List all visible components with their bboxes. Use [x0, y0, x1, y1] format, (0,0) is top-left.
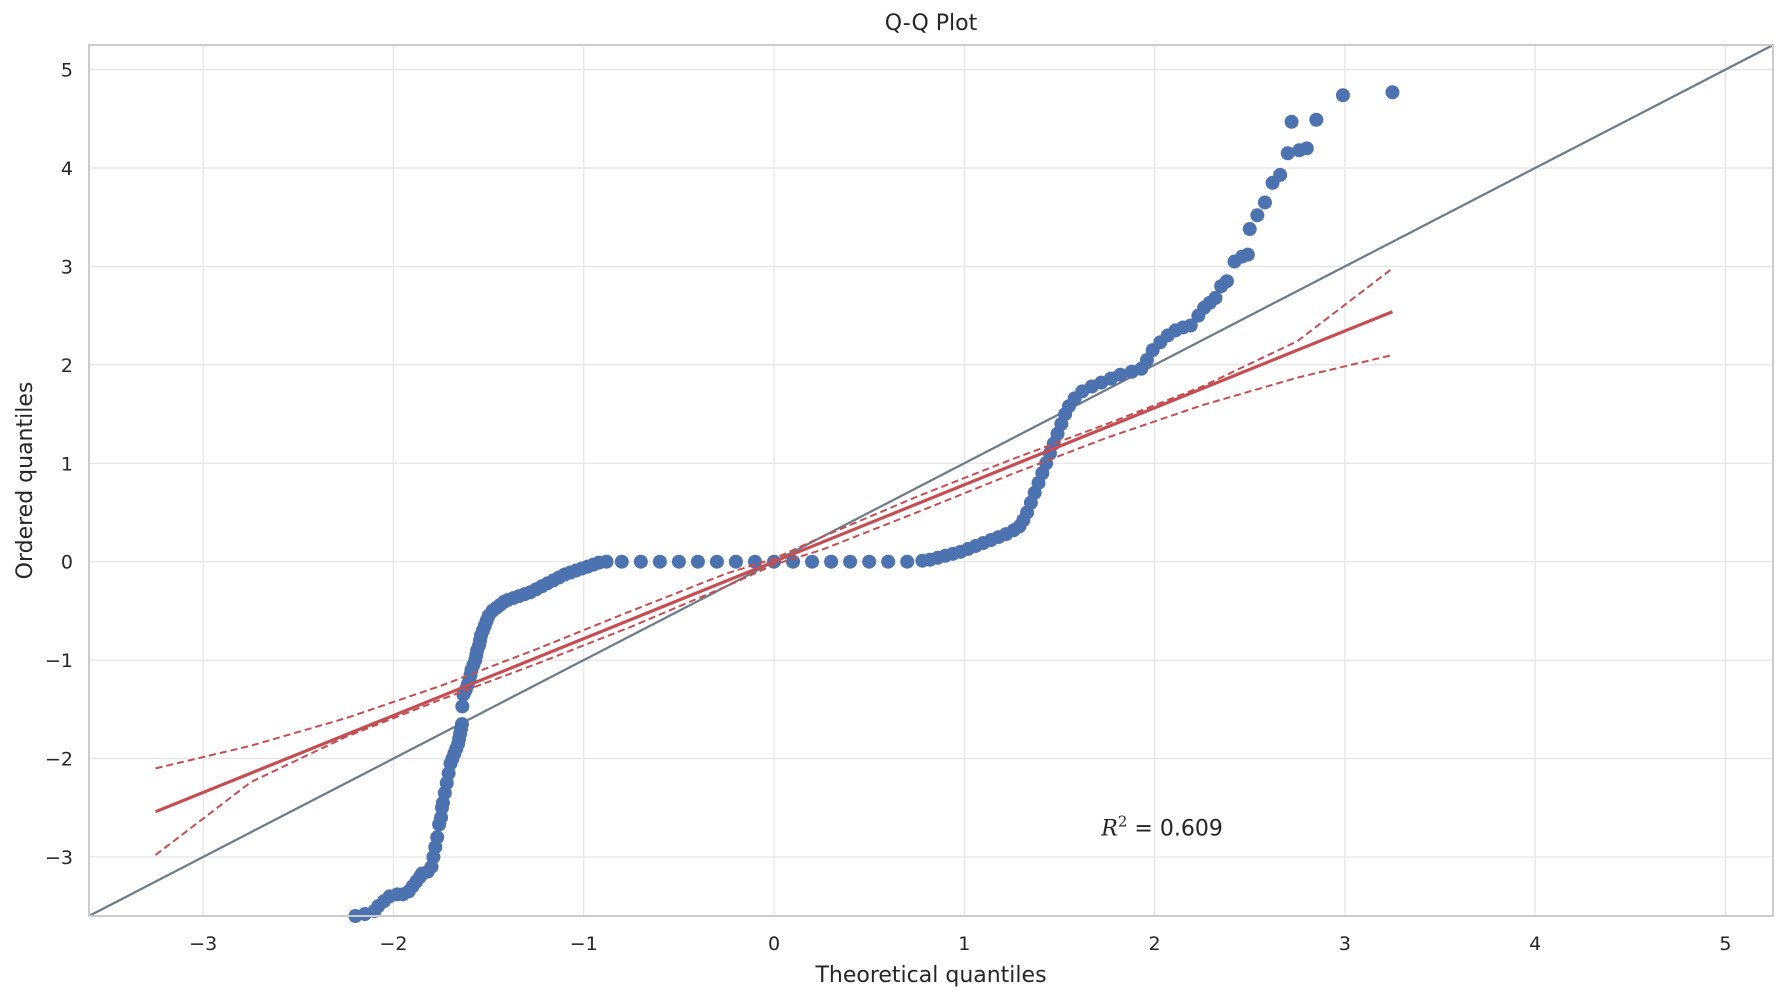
data-point — [843, 554, 858, 569]
data-point — [1240, 247, 1255, 262]
data-point — [633, 554, 648, 569]
y-tick-label: 1 — [61, 453, 73, 475]
y-tick-label: 2 — [61, 355, 73, 377]
data-point — [1284, 114, 1299, 129]
data-point — [824, 554, 839, 569]
y-tick-label: −3 — [45, 847, 73, 869]
x-axis-label: Theoretical quantiles — [814, 963, 1046, 988]
data-point — [709, 554, 724, 569]
y-tick-label: −1 — [45, 650, 73, 672]
data-point — [1299, 141, 1314, 156]
data-point — [1113, 367, 1128, 382]
data-point — [1385, 85, 1400, 100]
data-point — [1257, 195, 1272, 210]
data-point — [1242, 222, 1257, 237]
data-point — [1208, 290, 1223, 305]
data-point — [805, 554, 820, 569]
x-tick-label: −3 — [189, 933, 217, 955]
data-point — [1335, 88, 1350, 103]
x-tick-label: 5 — [1719, 933, 1731, 955]
x-gridlines — [202, 45, 1727, 916]
data-point — [1309, 112, 1324, 127]
data-point — [454, 717, 469, 732]
reference-line — [88, 44, 1774, 917]
y-tick-label: 5 — [61, 60, 73, 82]
x-tick-label: 2 — [1149, 933, 1161, 955]
data-point — [671, 554, 686, 569]
y-tick-label: 0 — [61, 552, 73, 574]
chart-title: Q-Q Plot — [885, 11, 978, 36]
y-tick-label: 4 — [61, 158, 73, 180]
r-squared-value: = 0.609 — [1127, 816, 1222, 841]
data-point — [599, 554, 614, 569]
x-tick-label: −1 — [570, 933, 598, 955]
data-point — [862, 554, 877, 569]
data-point — [1273, 167, 1288, 182]
data-point — [430, 830, 445, 845]
data-point — [881, 554, 896, 569]
data-point — [1280, 146, 1295, 161]
x-tick-labels: −3 −2 −1 0 1 2 3 4 5 — [189, 933, 1731, 955]
axes-frame — [88, 44, 1774, 917]
plot-series — [88, 44, 1774, 923]
x-tick-label: 3 — [1339, 933, 1351, 955]
x-tick-label: 0 — [768, 933, 780, 955]
r-squared-exponent: 2 — [1118, 812, 1128, 830]
x-tick-label: −2 — [379, 933, 407, 955]
data-point — [1219, 274, 1234, 289]
data-point — [728, 554, 743, 569]
x-tick-label: 4 — [1529, 933, 1541, 955]
y-axis-label: Ordered quantiles — [13, 382, 38, 580]
data-point — [690, 554, 705, 569]
confidence-band-lower — [154, 354, 1393, 856]
data-point — [900, 554, 915, 569]
data-point — [1250, 208, 1265, 223]
x-tick-label: 1 — [958, 933, 970, 955]
y-tick-label: −2 — [45, 749, 73, 771]
data-point — [652, 554, 667, 569]
data-point — [455, 699, 470, 714]
fit-line — [154, 310, 1394, 814]
y-tick-label: 3 — [61, 256, 73, 278]
y-tick-labels: −3 −2 −1 0 1 2 3 4 5 — [45, 60, 73, 869]
r-squared-annotation: R2 = 0.609 — [1100, 812, 1223, 841]
confidence-band-upper — [155, 267, 1394, 770]
r-squared-symbol: R — [1100, 816, 1118, 841]
data-point — [614, 554, 629, 569]
data-point — [1183, 318, 1198, 333]
